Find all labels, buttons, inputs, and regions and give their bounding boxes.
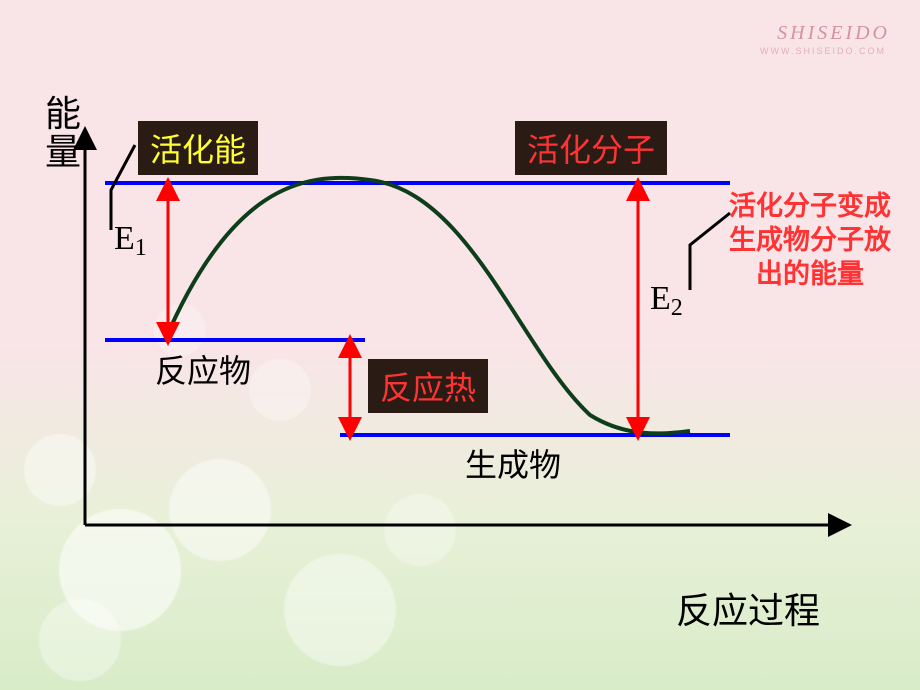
side-note-connector xyxy=(690,213,730,290)
activation-energy-connector xyxy=(111,145,135,230)
e2-letter: E xyxy=(650,280,671,317)
energy-diagram: 能量 反应过程 活化能 xyxy=(30,90,890,650)
activation-energy-label: 活化能 xyxy=(138,121,258,175)
brand-url: WWW.SHISEIDO.COM xyxy=(760,46,886,56)
product-label: 生成物 xyxy=(465,440,561,486)
reactant-label: 反应物 xyxy=(155,346,251,392)
e2-label: E2 xyxy=(650,280,683,318)
e1-sub: 1 xyxy=(135,235,147,261)
side-note-label: 活化分子变成生成物分子放出的能量 xyxy=(725,190,895,291)
reaction-heat-label: 反应热 xyxy=(368,359,488,413)
brand-logo: SHISEIDO xyxy=(777,22,890,45)
e1-label: E1 xyxy=(114,220,147,258)
e2-sub: 2 xyxy=(671,295,683,321)
activated-molecule-label: 活化分子 xyxy=(515,121,667,175)
e1-letter: E xyxy=(114,220,135,257)
